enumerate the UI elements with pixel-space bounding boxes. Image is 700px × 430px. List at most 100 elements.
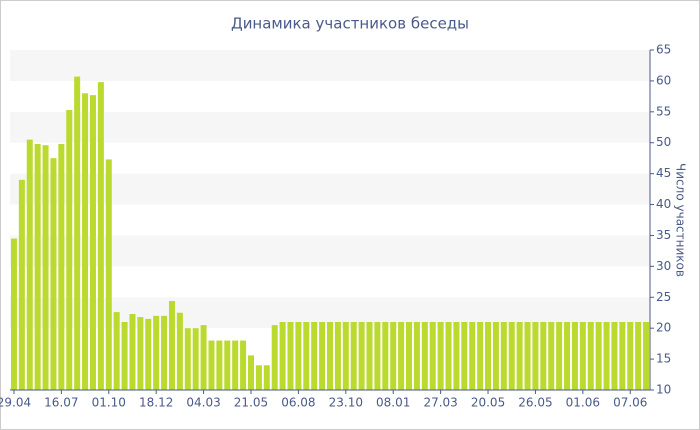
bar [263, 365, 270, 390]
x-tick-label: 16.07 [44, 396, 78, 410]
bar [176, 312, 183, 390]
bar [358, 322, 365, 390]
bar [82, 93, 89, 390]
y-tick-label: 65 [656, 43, 671, 57]
bar [350, 322, 357, 390]
x-tick-label: 29.04 [0, 396, 31, 410]
bar [500, 322, 507, 390]
bar [200, 325, 207, 390]
x-tick-label: 08.01 [376, 396, 410, 410]
bar [406, 322, 413, 390]
bar [390, 322, 397, 390]
bar [421, 322, 428, 390]
bar [168, 300, 175, 390]
bar [627, 322, 634, 390]
bar [18, 179, 25, 390]
bar [334, 322, 341, 390]
bar [445, 322, 452, 390]
bar [540, 322, 547, 390]
bar [184, 328, 191, 390]
bar [532, 322, 539, 390]
grid-band [10, 50, 650, 81]
y-tick-label: 60 [656, 73, 671, 87]
bar [137, 317, 144, 390]
bar [192, 328, 199, 390]
bar [564, 322, 571, 390]
bar [469, 322, 476, 390]
y-tick-label: 15 [656, 352, 671, 366]
x-tick-label: 01.10 [92, 396, 126, 410]
x-tick-label: 06.08 [281, 396, 315, 410]
y-tick-label: 45 [656, 166, 671, 180]
x-tick-label: 20.05 [471, 396, 505, 410]
y-tick-label: 25 [656, 290, 671, 304]
bar [579, 322, 586, 390]
bar [603, 322, 610, 390]
bar [366, 322, 373, 390]
bar [643, 322, 650, 390]
chart-title: Динамика участников беседы [231, 15, 469, 33]
bar [105, 159, 112, 390]
bar [42, 145, 49, 390]
y-tick-label: 30 [656, 259, 671, 273]
x-tick-label: 07.06 [613, 396, 647, 410]
bar [477, 322, 484, 390]
grid-band [10, 173, 650, 205]
bar [342, 322, 349, 390]
bar [287, 322, 294, 390]
x-tick-label: 04.03 [186, 396, 220, 410]
bar [587, 322, 594, 390]
bar [208, 340, 215, 390]
grid-band [10, 235, 650, 267]
bar [635, 322, 642, 390]
bar [58, 143, 65, 390]
bar [311, 322, 318, 390]
x-tick-label: 18.12 [139, 396, 173, 410]
bar [224, 340, 231, 390]
bar [548, 322, 555, 390]
bar [571, 322, 578, 390]
bar [485, 322, 492, 390]
x-tick-label: 27.03 [423, 396, 457, 410]
bar [216, 340, 223, 390]
bar [97, 82, 104, 391]
bar [271, 325, 278, 390]
bar [374, 322, 381, 390]
y-tick-label: 40 [656, 197, 671, 211]
bar [255, 365, 262, 390]
bar [232, 340, 239, 390]
bar [492, 322, 499, 390]
grid-band [10, 111, 650, 143]
bar [50, 158, 57, 390]
y-tick-label: 20 [656, 321, 671, 335]
bar [413, 322, 420, 390]
bar [26, 139, 33, 390]
bar [34, 143, 41, 390]
bar [295, 322, 302, 390]
x-tick-label: 01.06 [566, 396, 600, 410]
bar [326, 322, 334, 390]
y-tick-label: 55 [656, 104, 671, 118]
bar [437, 322, 444, 390]
bar [303, 322, 310, 390]
x-tick-label: 26.05 [518, 396, 552, 410]
bar [595, 322, 602, 390]
bar [153, 315, 160, 390]
bar [516, 322, 523, 390]
bar [556, 322, 563, 390]
bar [279, 322, 286, 390]
bar [66, 109, 73, 391]
bar [113, 312, 120, 390]
y-tick-label: 50 [656, 135, 671, 149]
bar [611, 322, 618, 390]
bar [10, 238, 17, 390]
y-tick-label: 35 [656, 228, 671, 242]
y-axis-title: Число участников [674, 163, 688, 277]
bar [129, 313, 136, 390]
y-tick-label: 10 [656, 383, 671, 397]
bar [145, 318, 152, 390]
bar [161, 315, 168, 390]
x-tick-label: 21.05 [234, 396, 268, 410]
bar [461, 322, 468, 390]
